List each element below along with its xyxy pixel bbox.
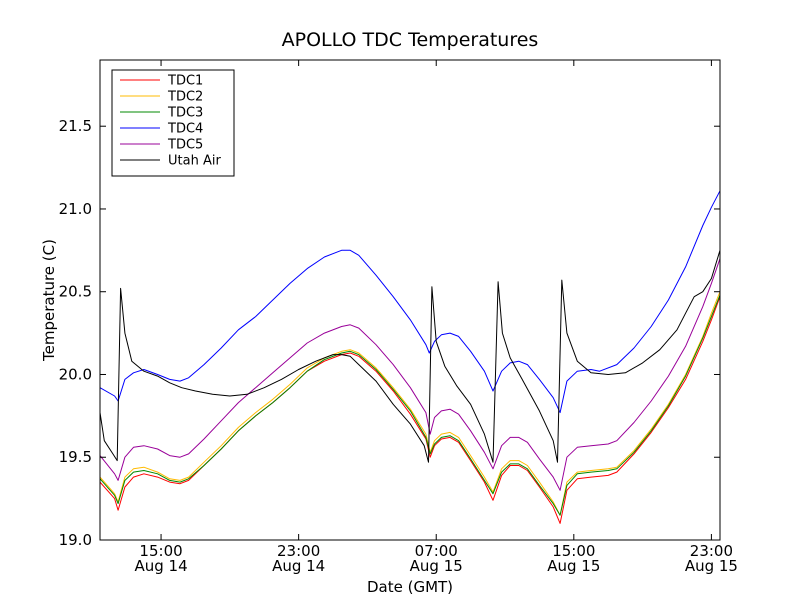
series-layer — [100, 190, 720, 524]
x-tick-sublabel: Aug 15 — [410, 557, 463, 575]
series-line-utah-air — [100, 250, 720, 463]
legend-box — [111, 69, 235, 177]
y-tick-label: 19.5 — [59, 448, 92, 466]
y-tick-label: 21.5 — [59, 117, 92, 135]
legend-label: TDC3 — [167, 106, 203, 121]
series-line-tdc4 — [100, 190, 720, 414]
y-tick-label: 20.5 — [59, 283, 92, 301]
y-tick-label: 21.0 — [59, 200, 92, 218]
y-tick-label: 19.0 — [59, 531, 92, 549]
legend-label: Utah Air — [168, 154, 221, 169]
y-axis-label: Temperature (C) — [40, 239, 58, 362]
x-tick-label: 15:00 — [139, 542, 182, 560]
x-tick-sublabel: Aug 14 — [272, 557, 325, 575]
plot-frame — [99, 59, 721, 541]
series-line-tdc3 — [100, 294, 720, 516]
legend-label: TDC1 — [167, 74, 203, 89]
legend-label: TDC5 — [167, 138, 203, 153]
x-tick-label: 07:00 — [415, 542, 458, 560]
y-tick-label: 20.0 — [59, 365, 92, 383]
legend-label: TDC2 — [167, 90, 203, 105]
x-tick-sublabel: Aug 15 — [685, 557, 738, 575]
x-tick-label: 15:00 — [552, 542, 595, 560]
chart-title: APOLLO TDC Temperatures — [282, 29, 539, 51]
x-tick-sublabel: Aug 14 — [134, 557, 187, 575]
series-line-tdc2 — [100, 291, 720, 516]
legend-label: TDC4 — [167, 122, 203, 137]
x-axis-label: Date (GMT) — [367, 578, 453, 596]
series-line-tdc5 — [100, 258, 720, 491]
x-tick-label: 23:00 — [277, 542, 320, 560]
x-tick-label: 23:00 — [690, 542, 733, 560]
x-tick-sublabel: Aug 15 — [547, 557, 600, 575]
series-line-tdc1 — [100, 296, 720, 524]
